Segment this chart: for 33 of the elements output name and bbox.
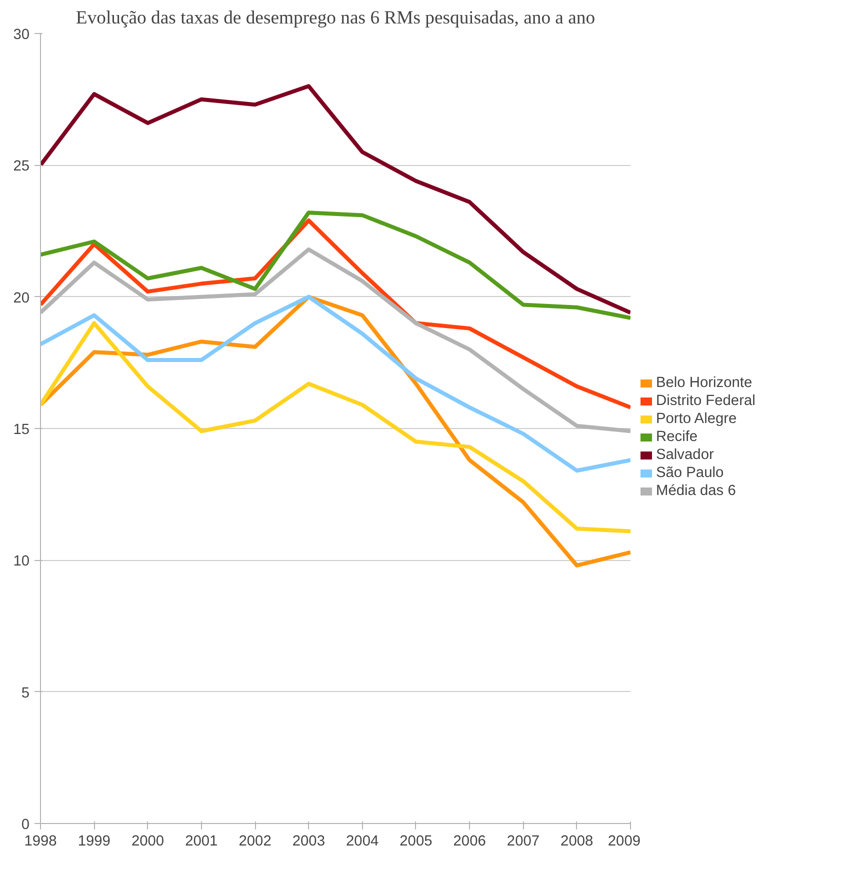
x-tick-label: 1999 [78,834,110,850]
y-tick-label: 0 [21,817,30,833]
x-tick-label: 2009 [608,834,641,850]
line-series [40,218,630,410]
line-series [40,321,630,534]
x-tick-label: 2008 [560,834,594,850]
x-tick-label: 1998 [24,834,57,850]
line-series [40,294,630,473]
legend-label: Recife [656,428,698,444]
y-tick-label: 5 [21,685,30,702]
y-tick-label: 15 [13,422,30,438]
chart-title: Evolução das taxas de desemprego nas 6 RMs pesquisadas, ano a ano [76,8,596,28]
legend-label: Porto Alegre [656,410,737,426]
y-tick-label: 20 [13,290,30,306]
legend-label: Belo Horizonte [656,374,752,390]
x-tick-label: 2007 [506,834,540,850]
line-series [40,210,630,320]
legend-label: Média das 6 [656,482,736,498]
legend-label: Salvador [656,446,714,462]
x-tick-label: 2000 [131,834,164,850]
x-tick-label: 2004 [346,834,379,850]
x-tick-label: 2005 [400,834,432,850]
y-tick-label: 30 [13,27,30,43]
line-series [40,84,630,315]
legend-label: São Paulo [656,464,724,480]
line-series [40,294,630,568]
x-tick-label: 2003 [292,834,325,850]
x-tick-label: 2002 [238,834,272,850]
y-tick-label: 25 [13,158,30,175]
x-tick-label: 2006 [453,834,486,850]
x-tick-label: 2001 [185,834,218,850]
legend-label: Distrito Federal [656,392,756,408]
y-tick-label: 10 [13,554,30,570]
